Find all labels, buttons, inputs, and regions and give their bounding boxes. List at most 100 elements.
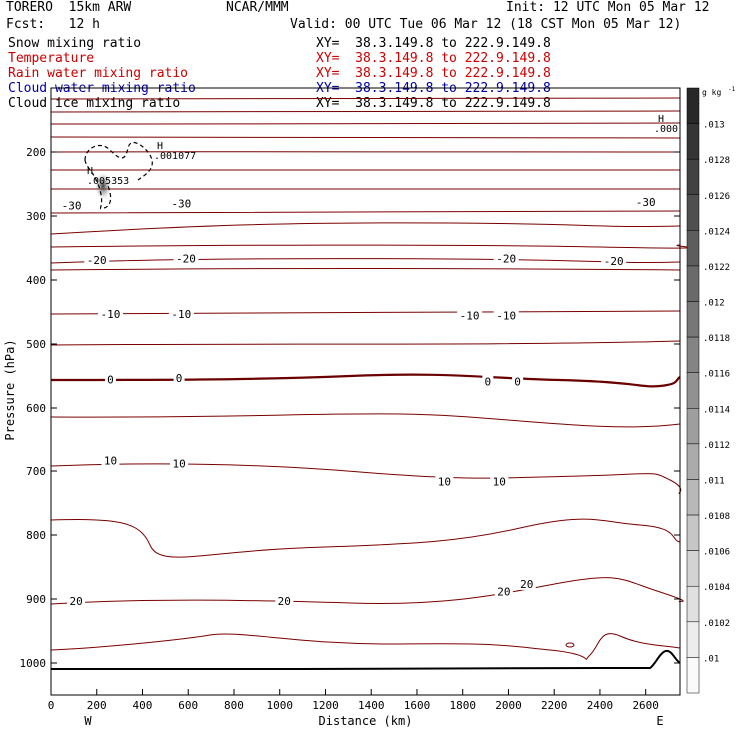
colorbar-tick-label: .0128 xyxy=(703,156,730,166)
init-time: Init: 12 UTC Mon 05 Mar 12 xyxy=(506,0,710,15)
isotherm-contours xyxy=(50,97,690,660)
x-tick-label: 2200 xyxy=(541,699,568,712)
zero-isotherm-line xyxy=(50,373,681,388)
west-label: W xyxy=(84,714,92,728)
isotherm-line xyxy=(50,244,690,249)
isotherm-label: 0 xyxy=(107,373,114,386)
x-tick-label: 600 xyxy=(178,699,198,712)
isotherm-label-bg xyxy=(104,373,116,386)
snow-max-marker: H xyxy=(87,166,93,177)
isotherm-label: -10 xyxy=(171,308,191,321)
colorbar-tick-label: .0124 xyxy=(703,227,730,237)
colorbar-swatch xyxy=(686,194,700,231)
isotherm-line xyxy=(50,577,684,605)
isotherm-label-bg xyxy=(493,309,519,322)
field-snow-xy: XY= 38.3.149.8 to 222.9.149.8 xyxy=(316,36,551,51)
isotherm-label: -10 xyxy=(496,309,516,322)
x-tick-label: 800 xyxy=(224,699,244,712)
colorbar-tick-label: .0122 xyxy=(703,263,730,273)
isotherm-line xyxy=(50,151,681,153)
colorbar-swatch xyxy=(686,621,700,658)
colorbar-swatch xyxy=(686,301,700,338)
isotherm-label-bg xyxy=(101,454,120,467)
field-temperature: Temperature xyxy=(8,51,95,66)
colorbar-tick-label: .0126 xyxy=(703,192,730,202)
forecast-hour: Fcst: 12 h xyxy=(6,17,100,32)
snow-max-marker: H xyxy=(658,114,664,125)
colorbar-swatch xyxy=(686,585,700,623)
isotherm-label: -30 xyxy=(171,197,191,210)
isotherm-label: -20 xyxy=(176,253,196,266)
y-tick-label: 300 xyxy=(26,210,46,223)
y-tick-label: 900 xyxy=(26,593,46,606)
isotherm-label-bg xyxy=(493,252,519,265)
x-tick-label: 1200 xyxy=(312,699,339,712)
isotherm-label: 20 xyxy=(70,595,83,608)
colorbar-swatch xyxy=(686,479,700,516)
isotherm-line xyxy=(50,136,681,139)
isotherm-label-bg xyxy=(168,308,194,321)
isotherm-label-bg xyxy=(482,375,494,388)
colorbar-tick-label: .0112 xyxy=(703,441,730,451)
colorbar-tick-label: .0104 xyxy=(703,583,730,593)
isotherm-label: -30 xyxy=(636,196,656,209)
x-tick-label: 1400 xyxy=(358,699,385,712)
isotherm-label: 10 xyxy=(172,458,185,471)
y-tick-label: 700 xyxy=(26,465,46,478)
y-tick-label: 1000 xyxy=(20,657,47,670)
colorbar-tick-label: .012 xyxy=(703,299,725,309)
x-tick-label: 2000 xyxy=(495,699,522,712)
isotherm-label-bg xyxy=(601,255,627,268)
isotherm-line xyxy=(50,268,681,271)
isotherm-label-bg xyxy=(173,252,199,265)
snow-max-value: .000 xyxy=(654,124,678,135)
isotherm-label: 0 xyxy=(485,375,492,388)
isotherm-label-bg xyxy=(275,595,294,608)
isotherm-label-bg xyxy=(97,308,123,321)
x-tick-label: 200 xyxy=(87,699,107,712)
isotherm-line xyxy=(50,310,681,315)
isotherm-label: -20 xyxy=(87,254,107,267)
east-label: E xyxy=(656,714,663,728)
colorbar-unit-exponent: -1 xyxy=(728,86,736,93)
y-tick-label: 600 xyxy=(26,402,46,415)
snow-max-value: .001077 xyxy=(154,151,196,162)
x-tick-label: 1000 xyxy=(266,699,293,712)
isotherm-label-bg xyxy=(517,577,536,590)
isotherm-label-bg xyxy=(168,197,194,210)
colorbar-swatch xyxy=(686,372,700,409)
isotherm-label: 0 xyxy=(514,375,521,388)
colorbar-tick-label: .011 xyxy=(703,476,725,486)
x-tick-label: 1600 xyxy=(404,699,431,712)
field-cloud-water: Cloud water mixing ratio xyxy=(8,81,196,96)
colorbar-unit: g kg xyxy=(702,88,721,97)
org-label: NCAR/MMM xyxy=(226,0,289,15)
isotherm-label: 0 xyxy=(176,372,183,385)
isotherm-line xyxy=(50,210,681,214)
colorbar: .013 .0128 .0126 .0124 .0122 .012 .0118 .0116 .0… xyxy=(686,86,736,694)
isotherm-label: -20 xyxy=(496,253,516,266)
field-cloud-ice: Cloud ice mixing ratio xyxy=(8,96,181,111)
isotherm-label: 10 xyxy=(438,476,451,489)
colorbar-tick-label: .0108 xyxy=(703,512,730,522)
isotherm-label: 10 xyxy=(104,455,117,468)
isotherm-line xyxy=(50,97,681,100)
isotherm-line xyxy=(50,518,681,558)
colorbar-swatch xyxy=(686,87,700,124)
isotherm-label-bg xyxy=(435,475,454,488)
terrain-line xyxy=(51,649,681,670)
model-title: TORERO 15km ARW xyxy=(6,0,132,15)
isotherm-labels: -30 -30 -30 -20 -20 -20 -20 -10 -10 -10 -10 0 0 0 0 10 1… xyxy=(59,196,659,608)
isotherm-label-bg xyxy=(84,253,110,266)
field-snow: Snow mixing ratio xyxy=(8,36,142,51)
colorbar-swatch xyxy=(686,408,700,445)
isotherm-label-bg xyxy=(170,457,189,470)
isotherm-label-bg xyxy=(494,585,513,598)
isotherm-label-bg xyxy=(173,372,185,385)
y-tick-label: 400 xyxy=(26,274,46,287)
isotherm-label: -10 xyxy=(460,309,480,322)
isotherm-label-bg xyxy=(490,475,509,488)
colorbar-tick-label: .013 xyxy=(703,121,725,131)
